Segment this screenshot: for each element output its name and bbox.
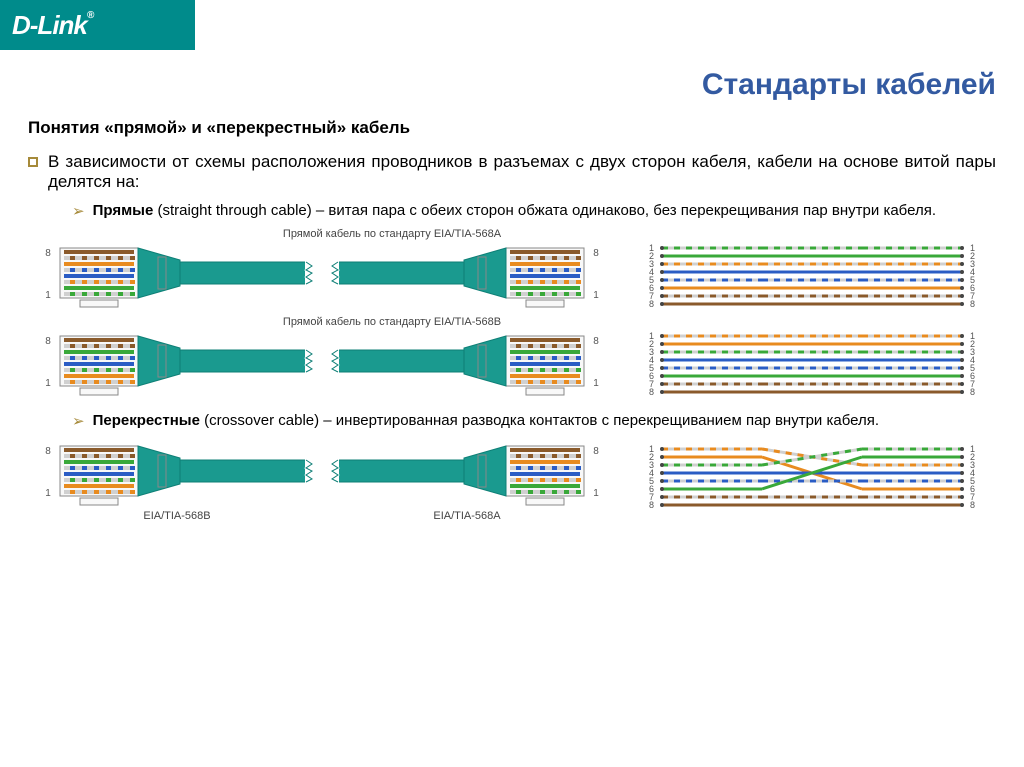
svg-text:1: 1 — [45, 378, 51, 389]
svg-text:8: 8 — [649, 299, 654, 309]
label-568b: Прямой кабель по стандарту EIA/TIA-568B — [202, 316, 582, 328]
svg-text:8: 8 — [45, 248, 51, 259]
label-568a: Прямой кабель по стандарту EIA/TIA-568A — [202, 228, 582, 240]
content: Понятия «прямой» и «перекрестный» кабель… — [0, 108, 1024, 522]
straight-diagram: Прямой кабель по стандарту EIA/TIA-568A … — [32, 228, 992, 398]
connector-568a-left: 81 — [32, 242, 322, 310]
svg-text:8: 8 — [970, 299, 975, 309]
crossover-diagram: 81 EIA/TIA-568B 81 EIA/TIA-568A 11223344… — [32, 440, 992, 522]
svg-text:8: 8 — [45, 336, 51, 347]
arrow-icon: ➢ — [72, 202, 85, 220]
straight-bold: Прямые — [93, 202, 154, 219]
svg-text:1: 1 — [45, 488, 51, 499]
svg-text:8: 8 — [45, 446, 51, 457]
svg-text:8: 8 — [593, 446, 599, 457]
intro-text: В зависимости от схемы расположения пров… — [48, 152, 996, 192]
arrow-icon: ➢ — [72, 412, 85, 430]
connector-cross-left: 81 — [32, 440, 322, 508]
svg-text:8: 8 — [970, 387, 975, 397]
intro-bullet: В зависимости от схемы расположения пров… — [28, 152, 996, 192]
pinmap-568a: 1122334455667788 — [642, 242, 982, 310]
row-568a: 81 81 1122334455667788 — [32, 242, 992, 310]
pinmap-568b: 1122334455667788 — [642, 330, 982, 398]
svg-text:8: 8 — [649, 500, 654, 510]
logo: D-Link® — [12, 10, 93, 41]
svg-text:8: 8 — [970, 500, 975, 510]
svg-text:8: 8 — [593, 336, 599, 347]
svg-text:1: 1 — [593, 488, 599, 499]
header-bar: D-Link® — [0, 0, 195, 50]
label-conn-b: EIA/TIA-568B — [32, 510, 322, 522]
straight-rest: (straight through cable) – витая пара с … — [153, 202, 936, 219]
cross-bold: Перекрестные — [93, 412, 200, 429]
svg-text:1: 1 — [593, 378, 599, 389]
connector-cross-right: 81 — [322, 440, 612, 508]
crossover-bullet: ➢ Перекрестные (crossover cable) – инвер… — [72, 412, 996, 430]
logo-text: D-Link — [12, 10, 87, 40]
svg-text:1: 1 — [593, 290, 599, 301]
logo-reg: ® — [87, 10, 93, 21]
subtitle: Понятия «прямой» и «перекрестный» кабель — [28, 118, 996, 138]
cross-left-wrap: 81 EIA/TIA-568B — [32, 440, 322, 522]
label-conn-a: EIA/TIA-568A — [322, 510, 612, 522]
svg-text:8: 8 — [593, 248, 599, 259]
row-568b: 81 81 1122334455667788 — [32, 330, 992, 398]
square-bullet-icon — [28, 157, 38, 167]
page-title: Стандарты кабелей — [0, 50, 1024, 108]
connector-568a-right: 81 — [322, 242, 612, 310]
svg-text:8: 8 — [649, 387, 654, 397]
row-crossover: 81 EIA/TIA-568B 81 EIA/TIA-568A 11223344… — [32, 440, 992, 522]
connector-568b-left: 81 — [32, 330, 322, 398]
connector-568b-right: 81 — [322, 330, 612, 398]
crossover-text: Перекрестные (crossover cable) – инверти… — [93, 412, 879, 430]
cross-rest: (crossover cable) – инвертированная разв… — [200, 412, 879, 429]
straight-bullet: ➢ Прямые (straight through cable) – вита… — [72, 202, 996, 220]
pinmap-crossover: 1122334455667788 — [642, 443, 982, 519]
cross-right-wrap: 81 EIA/TIA-568A — [322, 440, 612, 522]
straight-text: Прямые (straight through cable) – витая … — [93, 202, 936, 220]
svg-text:1: 1 — [45, 290, 51, 301]
